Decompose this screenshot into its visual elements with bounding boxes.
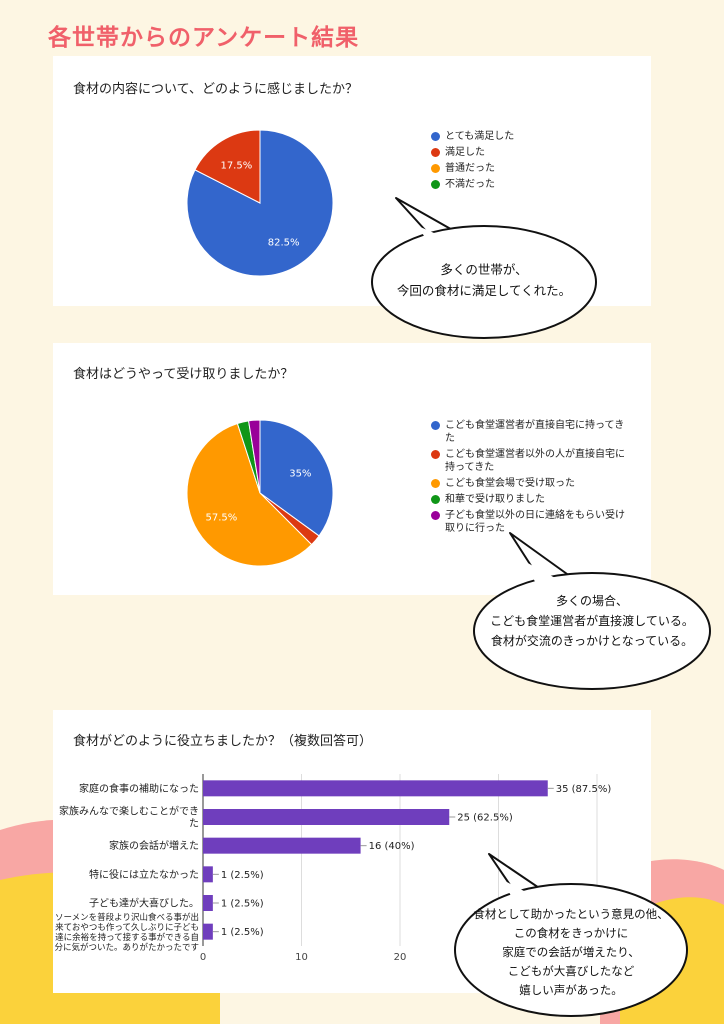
bar	[203, 895, 213, 911]
bar	[203, 866, 213, 883]
usefulness-question: 食材がどのように役立ちましたか？（複数回答可）	[73, 734, 373, 749]
bar	[203, 837, 361, 854]
legend-label: とても満足した	[445, 131, 515, 142]
bar	[203, 809, 450, 825]
category-label: 家族の会話が増えた	[109, 839, 199, 852]
legend-label: こども食堂運営者以外の人が直接自宅に持ってきた	[445, 449, 625, 473]
legend-item: 和華で受け取りました	[431, 493, 631, 506]
bar-data-label: 16 (40%)	[369, 841, 415, 852]
legend-swatch	[431, 479, 440, 488]
legend-swatch	[431, 450, 440, 459]
legend-swatch	[431, 148, 440, 157]
legend-swatch	[431, 132, 440, 141]
pie-slice-1	[194, 129, 261, 204]
pie-slice-4	[248, 419, 261, 494]
bubble-receive-line-2: こども食堂運営者が直接渡している。	[490, 613, 694, 628]
satisfaction-question: 食材の内容について、どのように感じましたか？	[73, 82, 358, 97]
pie-slice-0	[186, 129, 334, 277]
pie-slice-label-2: 57.5%	[206, 513, 238, 524]
receive-method-card: 食材はどうやって受け取りましたか？ 35% 57.5% こども食堂運営者が直接自宅…	[53, 343, 651, 595]
legend-item: とても満足した	[431, 130, 631, 143]
bar	[203, 780, 548, 797]
receive-method-question: 食材はどうやって受け取りましたか？	[73, 367, 294, 382]
legend-item: 満足した	[431, 146, 631, 159]
bubble-receive-line-1: 多くの場合、	[556, 593, 628, 608]
bubble-usefulness-line-1: 食材として助かったという意見の他、	[473, 907, 668, 921]
legend-label: 子ども食堂以外の日に連絡をもらい受け取りに行った	[445, 510, 625, 534]
x-tick-label: 10	[295, 952, 308, 963]
category-label: 家庭の食事の補助になった	[79, 782, 199, 795]
legend-swatch	[431, 164, 440, 173]
legend-item: 普通だった	[431, 162, 631, 175]
legend-item: 不満だった	[431, 178, 631, 191]
page-title: 各世帯からのアンケート結果	[48, 25, 360, 51]
x-tick-label: 0	[200, 952, 206, 963]
legend-label: こども食堂運営者が直接自宅に持ってきた	[445, 420, 625, 444]
category-label: 家族みんなで楽しむことができた	[59, 805, 199, 830]
bar-data-label: 25 (62.5%)	[457, 813, 513, 824]
x-tick-label: 20	[394, 952, 407, 963]
category-label: 子ども達が大喜びした。	[89, 897, 199, 910]
legend-item: こども食堂運営者以外の人が直接自宅に持ってきた	[431, 448, 631, 474]
bar-data-label: 1 (2.5%)	[221, 870, 264, 881]
pie-slice-label-0: 35%	[289, 468, 311, 479]
pie-slice-label-0: 82.5%	[268, 238, 300, 249]
speech-bubble-usefulness: 食材として助かったという意見の他、 この食材をきっかけに 家庭での会話が増えたり…	[454, 853, 688, 1017]
receive-method-pie-chart: 35% 57.5%	[186, 419, 334, 567]
speech-bubble-satisfaction: 多くの世帯が、 今回の食材に満足してくれた。	[371, 197, 597, 339]
legend-label: 不満だった	[445, 179, 495, 190]
legend-swatch	[431, 495, 440, 504]
legend-item: こども食堂会場で受け取った	[431, 477, 631, 490]
category-label: 特に役には立たなかった	[89, 868, 199, 881]
bubble-usefulness-line-4: こどもが大喜びしたなど	[508, 964, 635, 978]
bar-data-label: 1 (2.5%)	[221, 927, 264, 938]
pie-slice-label-1: 17.5%	[220, 160, 252, 171]
usefulness-bar-chart: 0 10 20 35 (87.5%) 家庭の食事の補助になった 25 (62.5%) 家族み…	[54, 774, 612, 963]
legend-item: 子ども食堂以外の日に連絡をもらい受け取りに行った	[431, 509, 631, 535]
bar	[203, 923, 213, 940]
bubble-usefulness-line-5: 嬉しい声があった。	[519, 983, 623, 997]
bubble-receive-line-3: 食材が交流のきっかけとなっている。	[491, 633, 693, 648]
bar-data-label: 1 (2.5%)	[221, 899, 264, 910]
pie-slice-0	[259, 419, 334, 537]
legend-item: こども食堂運営者が直接自宅に持ってきた	[431, 419, 631, 445]
bubble-usefulness-line-2: この食材をきっかけに	[514, 926, 629, 940]
bar-data-label: 35 (87.5%)	[556, 784, 612, 795]
legend-swatch	[431, 421, 440, 430]
pie-slice-2	[186, 422, 313, 567]
bubble-satisfaction-line-2: 今回の食材に満足してくれた。	[397, 283, 571, 298]
receive-method-legend: こども食堂運営者が直接自宅に持ってきた こども食堂運営者以外の人が直接自宅に持って…	[431, 419, 631, 538]
legend-swatch	[431, 180, 440, 189]
speech-bubble-receive: 多くの場合、 こども食堂運営者が直接渡している。 食材が交流のきっかけとなってい…	[473, 532, 711, 690]
bubble-usefulness-line-3: 家庭での会話が増えたり、	[502, 945, 640, 959]
legend-label: 和華で受け取りました	[445, 494, 545, 505]
legend-label: 普通だった	[445, 163, 495, 174]
satisfaction-pie-chart: 82.5% 17.5%	[186, 129, 334, 277]
satisfaction-legend: とても満足した 満足した普通だった不満だった	[431, 130, 631, 194]
bubble-satisfaction-line-1: 多くの世帯が、	[440, 262, 527, 277]
legend-label: 満足した	[445, 147, 485, 158]
legend-swatch	[431, 511, 440, 520]
legend-label: こども食堂会場で受け取った	[445, 478, 575, 489]
category-label: ソーメンを普段より沢山食べる事が出来ておやつも作って久しぶりに子ども達に余裕を持…	[54, 912, 199, 953]
